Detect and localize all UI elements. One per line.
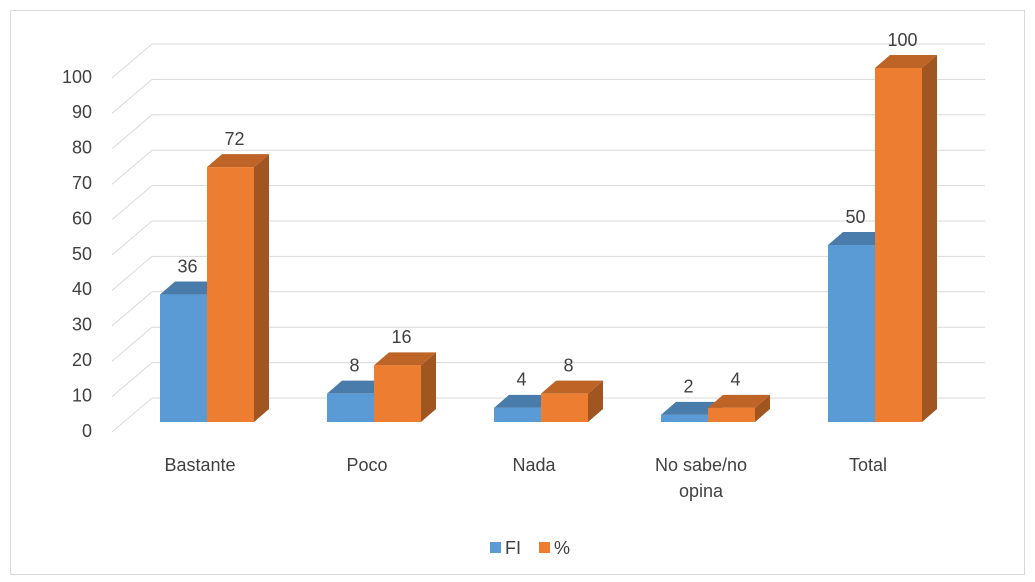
- bar-top: [541, 380, 603, 394]
- value-label: 2: [683, 377, 693, 397]
- bar-front: [374, 365, 421, 422]
- value-label: 72: [224, 129, 244, 149]
- bar-front: [828, 245, 875, 422]
- x-tick-label: Poco: [346, 455, 388, 475]
- chart-border: [10, 10, 1025, 575]
- value-label: 16: [391, 327, 411, 347]
- grid-line-side: [111, 326, 153, 362]
- y-tick-label: 80: [72, 138, 92, 158]
- bar-front: [207, 167, 254, 422]
- grid-line-side: [111, 185, 153, 220]
- value-label: 36: [177, 256, 197, 276]
- y-tick-label: 50: [72, 244, 92, 264]
- grid-line-side: [111, 256, 153, 291]
- y-tick-label: 100: [62, 67, 92, 87]
- bar-top: [875, 55, 937, 68]
- bar-front: [494, 407, 541, 422]
- bar-front: [160, 294, 207, 422]
- bar-side: [588, 380, 603, 422]
- x-tick-label: Nada: [512, 455, 556, 475]
- grid-line-side: [111, 362, 153, 397]
- bar: [541, 380, 603, 422]
- grid-line-side: [111, 220, 153, 256]
- y-tick-label: 10: [72, 385, 92, 405]
- x-tick-label: Bastante: [164, 455, 236, 475]
- y-tick-label: 20: [72, 350, 92, 370]
- y-tick-label: 30: [72, 315, 92, 335]
- bar-front: [661, 414, 708, 422]
- value-label: 8: [563, 355, 573, 375]
- value-label: 100: [887, 30, 917, 50]
- bar-top: [207, 154, 269, 168]
- grid-line-side: [111, 397, 153, 433]
- bar: [875, 55, 937, 422]
- bar-top: [708, 394, 770, 408]
- y-tick-label: 0: [82, 421, 92, 441]
- bar: [708, 394, 770, 422]
- bar-top: [374, 352, 436, 366]
- grid-line-side: [111, 291, 153, 327]
- y-tick-label: 60: [72, 208, 92, 228]
- bar-top: [828, 232, 890, 245]
- bar: [207, 154, 269, 422]
- bar-front: [875, 68, 922, 422]
- bar-side: [421, 352, 436, 422]
- bar-front: [327, 393, 374, 422]
- value-label: 4: [730, 370, 740, 390]
- legend-swatch: [490, 542, 501, 553]
- bar-side: [254, 154, 269, 422]
- bar-top: [661, 401, 723, 415]
- x-tick-label: No sabe/no opina: [654, 455, 748, 501]
- value-label: 50: [845, 207, 865, 227]
- bar-top: [160, 281, 222, 295]
- y-tick-label: 90: [72, 102, 92, 122]
- grid-line-side: [111, 79, 153, 114]
- bar: [374, 352, 436, 422]
- grid-line-side: [111, 43, 153, 79]
- legend-swatch: [539, 542, 550, 553]
- bar-front: [541, 393, 588, 422]
- y-tick-label: 40: [72, 279, 92, 299]
- grid-line-side: [111, 114, 153, 150]
- value-label: 8: [349, 355, 359, 375]
- grid-line-side: [111, 149, 153, 185]
- bar-side: [755, 394, 770, 422]
- legend-label: %: [554, 538, 570, 558]
- x-tick-label: Total: [848, 455, 888, 475]
- bar-side: [922, 55, 937, 422]
- bar-front: [708, 407, 755, 422]
- value-label: 4: [516, 370, 526, 390]
- bar-top: [494, 394, 556, 408]
- legend-label: FI: [505, 538, 521, 558]
- y-tick-label: 70: [72, 173, 92, 193]
- bar-top: [327, 380, 389, 394]
